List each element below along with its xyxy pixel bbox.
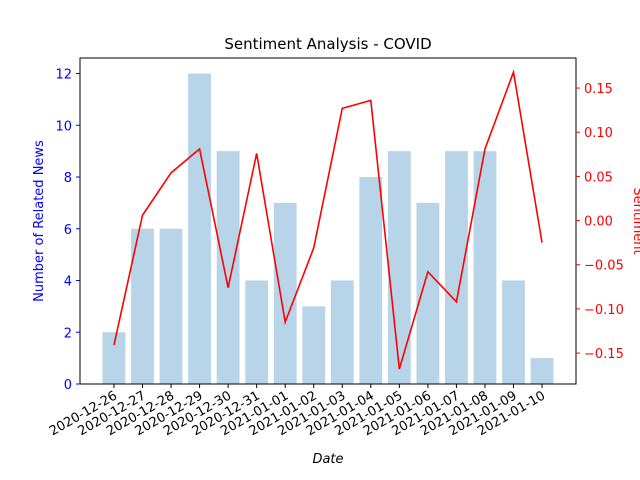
bar [159, 228, 183, 384]
y-tick-label: 4 [64, 275, 72, 290]
line [113, 69, 543, 370]
bar [473, 151, 497, 384]
y-tick-label: 10 [55, 119, 72, 134]
bar [387, 151, 411, 384]
y2-tick-label: −0.05 [584, 259, 624, 274]
y2-tick-label: −0.15 [584, 347, 624, 362]
y2-tick-label: 0.10 [584, 126, 613, 141]
y2-axis-label: Sentiment [630, 187, 640, 254]
bar [302, 306, 326, 384]
y-tick-label: 0 [64, 378, 72, 393]
bar [416, 202, 440, 384]
bar [131, 228, 154, 384]
bar [245, 280, 269, 384]
y2-tick-label: −0.10 [584, 303, 624, 318]
plot-frame [79, 57, 577, 385]
bar [188, 73, 211, 385]
y-tick-label: 6 [64, 223, 72, 238]
bar [216, 151, 240, 384]
y-axis-label: Number of Related News [32, 140, 47, 302]
x-axis-label: Date [312, 452, 343, 467]
y2-tick-label: 0.00 [584, 215, 613, 230]
y-tick-label: 12 [55, 68, 72, 83]
chart-title: Sentiment Analysis - COVID [224, 35, 431, 53]
bar [359, 177, 383, 384]
bar [502, 280, 525, 384]
bar [445, 151, 468, 384]
bar [102, 332, 126, 384]
bar [530, 358, 554, 384]
bar [273, 202, 297, 384]
y-tick-label: 2 [64, 326, 72, 341]
y-tick-label: 8 [64, 171, 72, 186]
bar [330, 280, 354, 384]
y2-tick-label: 0.15 [584, 82, 613, 97]
y2-tick-label: 0.05 [584, 170, 613, 185]
